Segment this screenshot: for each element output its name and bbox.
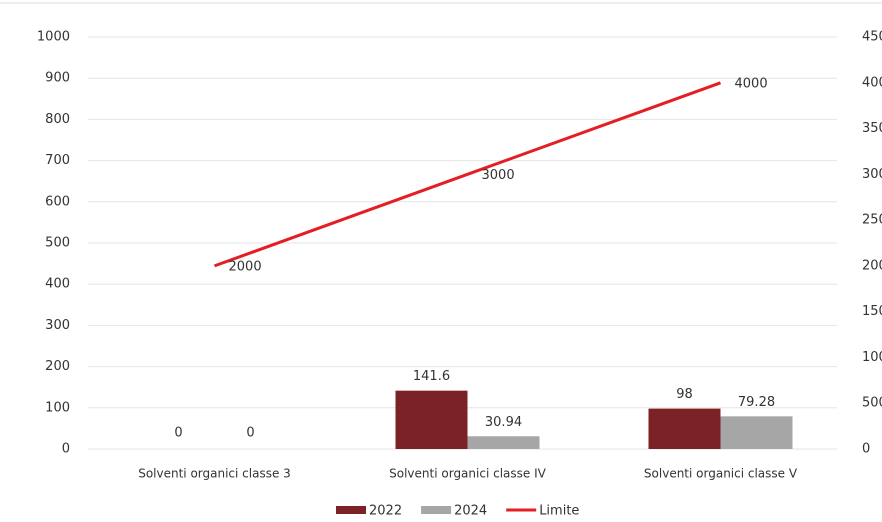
y-tick-label: 500 xyxy=(45,236,70,251)
y2-tick-label: 500 xyxy=(862,396,882,411)
y-tick-label: 700 xyxy=(45,153,70,168)
line-series xyxy=(213,81,722,268)
y2-tick-label: 3000 xyxy=(862,167,882,182)
y-tick-label: 200 xyxy=(45,359,70,374)
y2-tick-label: 1500 xyxy=(862,304,882,319)
data-label: 141.6 xyxy=(413,369,450,384)
x-tick-label: Solventi organici classe V xyxy=(644,467,798,481)
legend-label: Limite xyxy=(539,504,579,519)
y-tick-label: 400 xyxy=(45,277,70,292)
y2-tick-label: 4500 xyxy=(862,30,882,45)
y2-tick-label: 3500 xyxy=(862,121,882,136)
data-label: 0 xyxy=(246,426,254,441)
y-tick-label: 0 xyxy=(62,442,70,457)
data-label: 3000 xyxy=(482,168,515,183)
data-label: 30.94 xyxy=(485,415,522,430)
bar xyxy=(395,390,468,449)
data-label: 0 xyxy=(174,426,182,441)
y-tick-label: 300 xyxy=(45,318,70,333)
y2-tick-label: 4000 xyxy=(862,75,882,90)
y2-tick-label: 2500 xyxy=(862,213,882,228)
y2-tick-label: 2000 xyxy=(862,258,882,273)
data-label: 4000 xyxy=(735,76,768,91)
y-tick-label: 1000 xyxy=(37,30,70,45)
y2-tick-label: 1000 xyxy=(862,350,882,365)
y-tick-label: 600 xyxy=(45,194,70,209)
y-tick-label: 100 xyxy=(45,400,70,415)
legend-swatch xyxy=(336,506,366,514)
x-tick-label: Solventi organici classe 3 xyxy=(138,467,291,481)
y2-tick-label: 0 xyxy=(862,442,870,457)
legend-swatch xyxy=(421,506,452,514)
bar xyxy=(720,416,793,449)
y-tick-label: 800 xyxy=(45,112,70,127)
bar xyxy=(648,408,721,449)
legend-label: 2024 xyxy=(454,504,487,519)
x-tick-label: Solventi organici classe IV xyxy=(389,467,546,481)
bar xyxy=(467,436,540,449)
legend-label: 2022 xyxy=(369,504,402,519)
y-tick-label: 900 xyxy=(45,71,70,86)
data-label: 79.28 xyxy=(738,395,775,410)
data-label: 98 xyxy=(676,387,693,402)
data-label: 2000 xyxy=(229,259,262,274)
